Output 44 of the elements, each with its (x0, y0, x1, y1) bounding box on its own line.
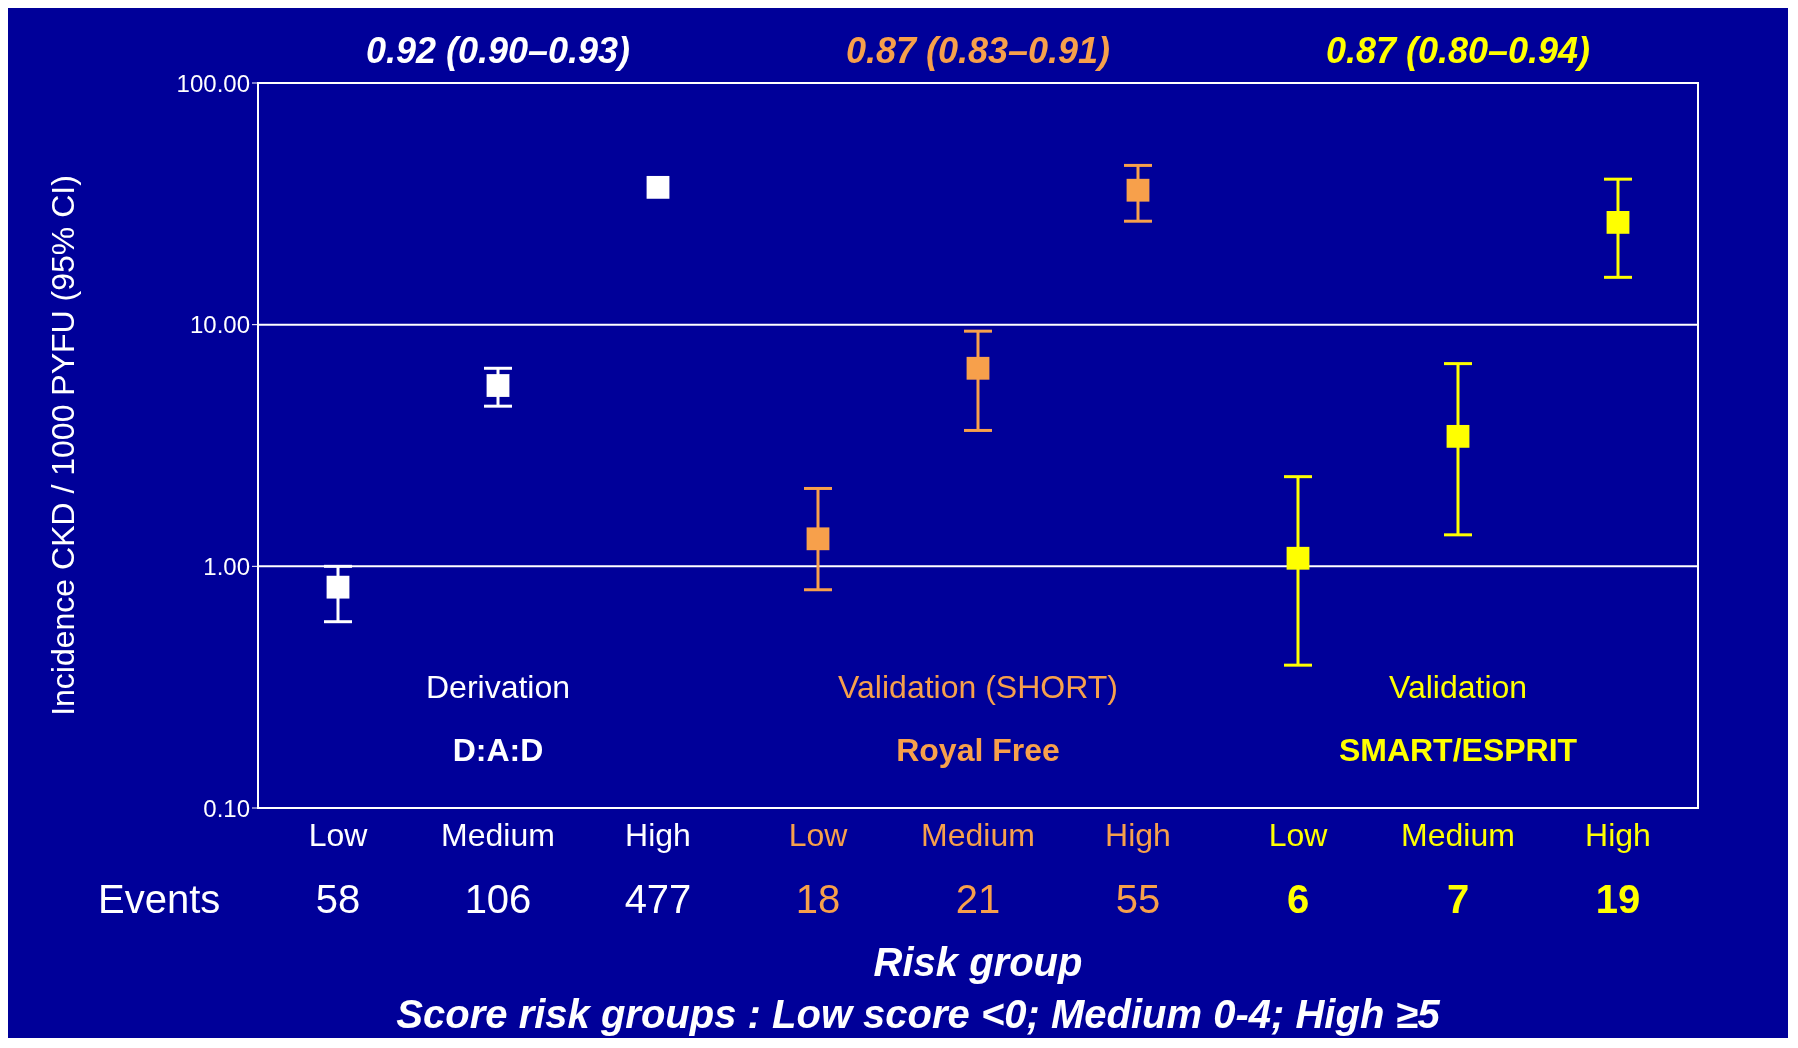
x-tick-label: High (1585, 817, 1651, 853)
text: 106 (464, 877, 532, 921)
annotation: Royal Free (896, 732, 1060, 768)
annotation: Derivation (425, 669, 571, 705)
x-tick-label: Medium (921, 817, 1035, 853)
point (326, 575, 350, 599)
annotation: D:A:D (452, 732, 544, 768)
annotation: Validation (1388, 669, 1528, 705)
x-tick-label: Medium (441, 817, 555, 853)
x-tick-label: High (625, 817, 691, 853)
point (806, 527, 830, 551)
point (1286, 546, 1310, 570)
text: Score risk groups : Low score <0; Medium 0-4; High ≥5 (396, 992, 1441, 1036)
text: 0.92 (0.90–0.93) (365, 30, 631, 71)
point (1606, 210, 1630, 234)
text: Events (98, 877, 221, 921)
text: 19 (1595, 877, 1641, 921)
y-tick-label: 100.00 (176, 69, 250, 97)
text: 0.87 (0.80–0.94) (1325, 30, 1591, 71)
text: 21 (955, 877, 1001, 921)
point (1126, 178, 1150, 202)
x-tick-label: Low (788, 817, 849, 853)
x-tick-label: High (1105, 817, 1171, 853)
y-tick-label: 1.00 (203, 552, 250, 580)
y-tick-label: 10.00 (189, 311, 250, 339)
x-tick-label: Medium (1401, 817, 1515, 853)
point (486, 374, 510, 397)
y-tick-label: 0.10 (203, 794, 250, 822)
point (1446, 424, 1470, 448)
text: 0.87 (0.83–0.91) (845, 30, 1111, 71)
annotation: Validation (SHORT) (838, 669, 1118, 705)
text: 7 (1446, 877, 1470, 921)
point (966, 356, 990, 380)
annotation: SMART/ESPRIT (1338, 732, 1578, 768)
text: 477 (624, 877, 692, 921)
text: 6 (1286, 877, 1310, 921)
y-axis-title: Incidence CKD / 1000 PYFU (95% CI) (45, 175, 82, 716)
x-tick-label: Low (308, 817, 369, 853)
text: 55 (1115, 877, 1161, 921)
point (646, 175, 670, 199)
text: 18 (795, 877, 841, 921)
text: 58 (315, 877, 361, 921)
x-axis-title: Risk group (873, 940, 1083, 984)
x-tick-label: Low (1268, 817, 1329, 853)
